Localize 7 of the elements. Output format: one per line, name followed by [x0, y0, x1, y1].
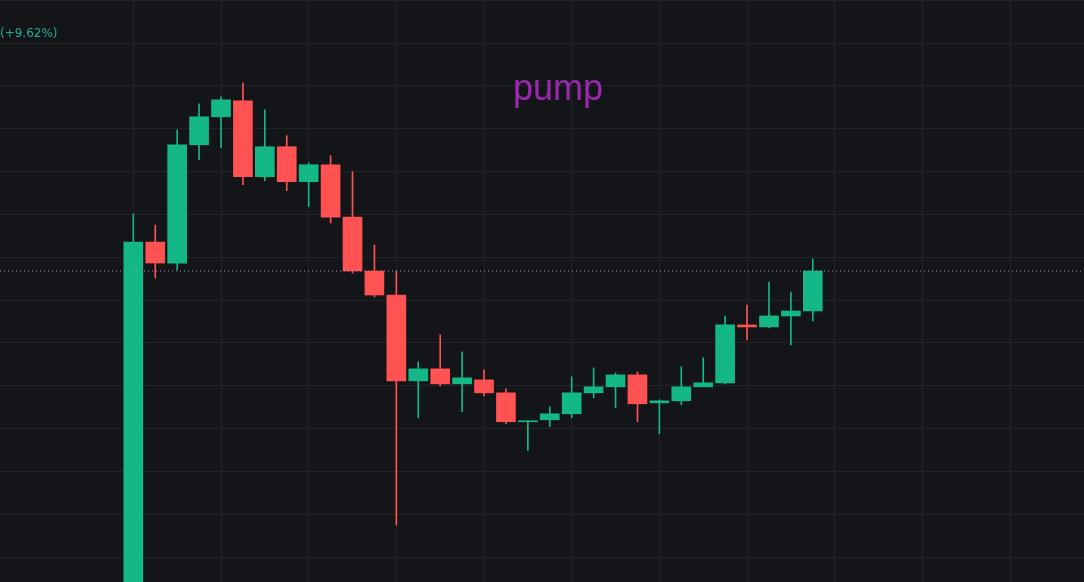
text: (+9.62%)	[0, 26, 58, 41]
candlestick	[408, 361, 429, 419]
annotation: pump	[512, 66, 604, 108]
candlestick	[781, 291, 801, 346]
candlestick	[518, 420, 538, 452]
candlestick	[759, 281, 779, 329]
candlestick	[452, 351, 472, 413]
